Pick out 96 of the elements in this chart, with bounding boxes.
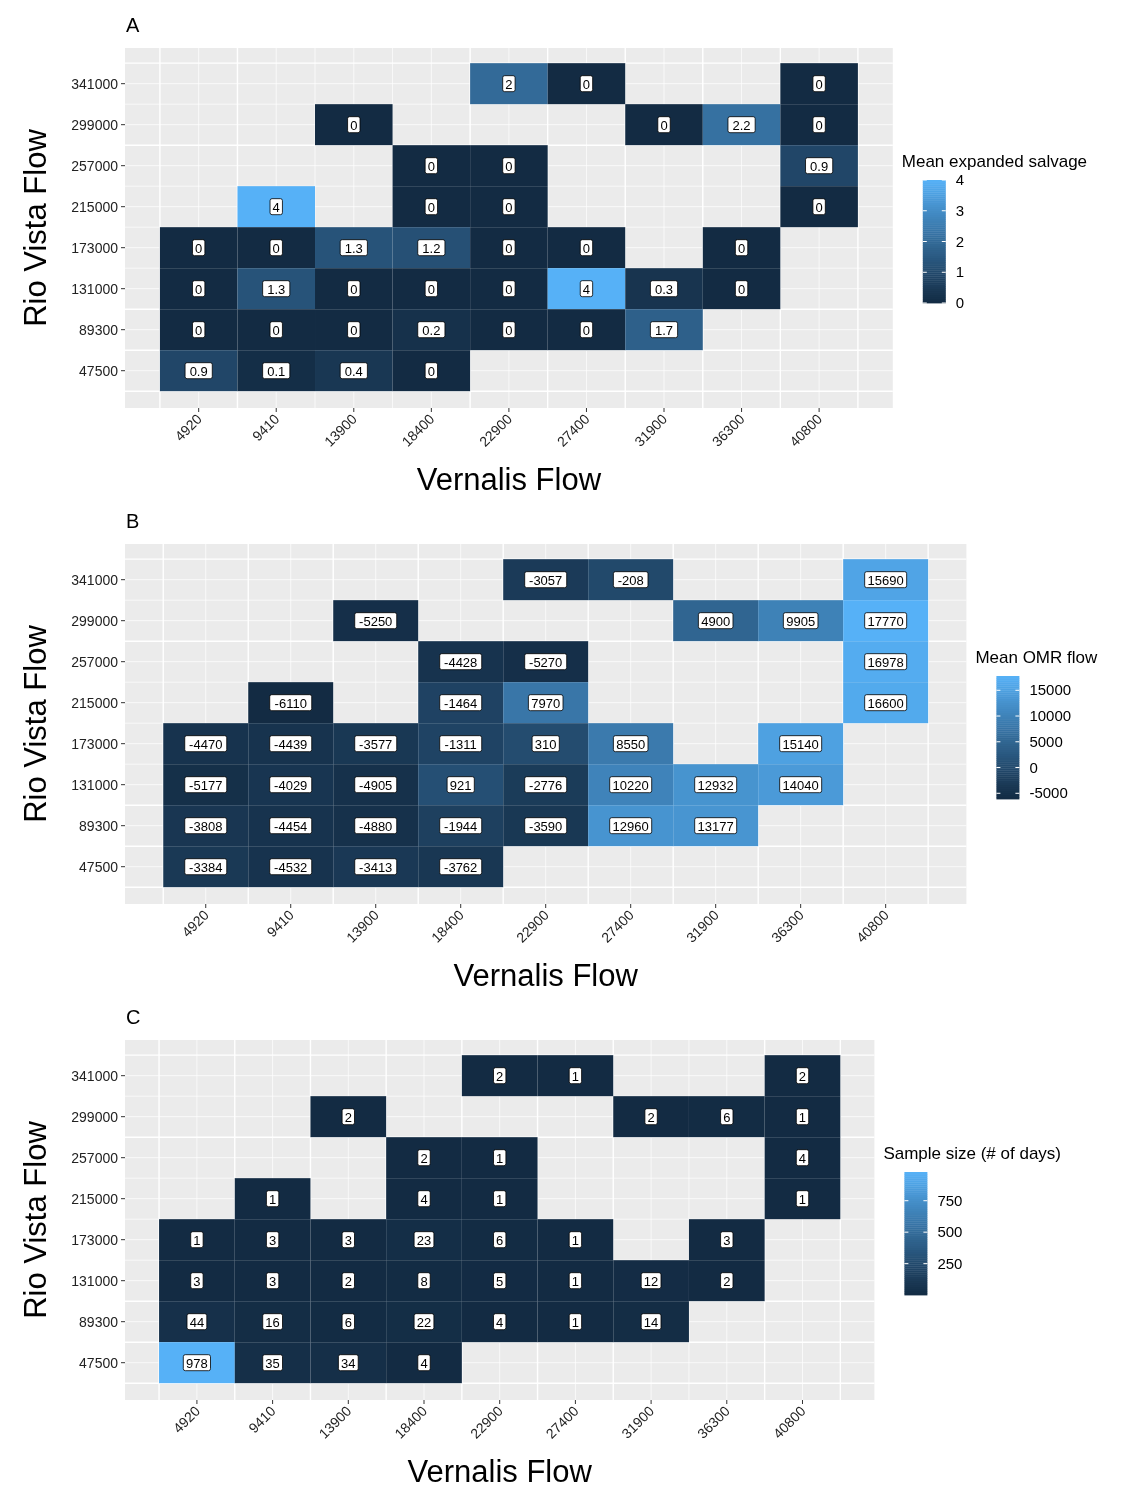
data-label: 10220: [612, 777, 649, 793]
color-bar-label: 5000: [1029, 732, 1063, 750]
y-tick-label: 257000: [71, 1149, 119, 1166]
data-label: 0.3: [654, 281, 674, 297]
data-label: 17770: [867, 613, 904, 629]
chart-title: A: [126, 14, 140, 36]
color-bar-title: Sample size (# of days): [883, 1144, 1062, 1163]
chart-title: B: [126, 510, 140, 532]
data-label: 15140: [782, 736, 819, 752]
y-tick-label: 89300: [79, 1313, 119, 1330]
x-axis-title: Vernalis Flow: [407, 1454, 593, 1489]
y-tick-label: 215000: [71, 694, 119, 711]
y-tick-label: 47500: [79, 1354, 119, 1371]
y-tick-label: 89300: [79, 321, 119, 338]
y-tick-label: 341000: [71, 1067, 119, 1084]
data-label: -4439: [274, 736, 308, 752]
data-label: 9905: [786, 613, 816, 629]
y-tick-label: 131000: [71, 776, 119, 793]
y-tick-label: 299000: [71, 116, 119, 133]
y-tick-label: 215000: [71, 198, 119, 215]
data-label: 16600: [867, 695, 904, 711]
data-label: 13177: [697, 818, 734, 834]
y-tick-label: 173000: [71, 1231, 119, 1248]
y-tick-label: 215000: [71, 1190, 119, 1207]
data-label: -4532: [274, 859, 308, 875]
data-label: 1.2: [422, 240, 441, 256]
color-bar-label: -5000: [1029, 784, 1068, 802]
color-bar-title: Mean expanded salvage: [901, 152, 1088, 171]
color-bar-label: 10000: [1029, 707, 1072, 725]
y-axis-title: Rio Vista Flow: [18, 128, 53, 327]
data-label: 0.4: [344, 363, 363, 379]
y-tick-label: 341000: [71, 75, 119, 92]
data-label: 1.3: [267, 281, 286, 297]
data-label: -6110: [274, 695, 307, 711]
data-label: -4428: [444, 654, 478, 670]
color-bar-label: 250: [937, 1254, 963, 1272]
y-tick-label: 257000: [71, 157, 119, 174]
color-bar-label: 3: [955, 201, 965, 219]
data-label: -4029: [274, 777, 308, 793]
data-label: -1944: [444, 818, 478, 834]
data-label: -5250: [359, 613, 393, 629]
data-label: 16978: [867, 654, 904, 670]
data-label: 0.2: [422, 322, 441, 338]
data-label: -5177: [189, 777, 223, 793]
data-label: 978: [186, 1355, 208, 1371]
data-label: 14040: [782, 777, 819, 793]
data-label: -4905: [359, 777, 393, 793]
y-tick-label: 131000: [71, 1272, 119, 1289]
y-tick-label: 47500: [79, 858, 119, 875]
color-bar-label: 1: [955, 263, 965, 281]
data-label: 0.9: [189, 363, 208, 379]
data-label: -1311: [444, 736, 477, 752]
color-bar-label: 15000: [1029, 681, 1072, 699]
x-axis-title: Vernalis Flow: [453, 958, 639, 993]
color-bar-label: 0: [955, 294, 965, 311]
color-bar-title: Mean OMR flow: [975, 648, 1098, 667]
data-label: -3808: [189, 818, 223, 834]
data-label: -4454: [274, 818, 308, 834]
y-tick-label: 89300: [79, 817, 119, 834]
data-label: 12960: [612, 818, 649, 834]
data-label: 1.7: [654, 322, 674, 338]
data-label: -3590: [529, 818, 563, 834]
data-label: 0.1: [267, 363, 286, 379]
data-label: -5270: [529, 654, 563, 670]
y-tick-label: 299000: [71, 1108, 119, 1125]
y-tick-label: 341000: [71, 571, 119, 588]
y-axis-title: Rio Vista Flow: [18, 1120, 53, 1319]
y-tick-label: 173000: [71, 239, 119, 256]
y-axis-title: Rio Vista Flow: [18, 624, 53, 823]
data-label: -3577: [359, 736, 393, 752]
data-label: -208: [617, 572, 644, 588]
x-axis-title: Vernalis Flow: [416, 462, 602, 497]
data-label: 0.9: [810, 158, 829, 174]
data-label: -3413: [359, 859, 393, 875]
data-label: 2.2: [732, 117, 751, 133]
color-bar-label: 4: [955, 171, 965, 188]
data-label: -2776: [529, 777, 563, 793]
y-tick-label: 47500: [79, 362, 119, 379]
y-tick-label: 173000: [71, 735, 119, 752]
data-label: 1.3: [344, 240, 363, 256]
data-label: 12932: [697, 777, 734, 793]
chart-title: C: [126, 1006, 141, 1028]
data-label: -4880: [359, 818, 393, 834]
color-bar-label: 750: [937, 1191, 963, 1209]
color-bar-label: 2: [955, 232, 965, 250]
y-tick-label: 299000: [71, 612, 119, 629]
data-label: -3384: [189, 859, 223, 875]
data-label: -4470: [189, 736, 223, 752]
y-tick-label: 257000: [71, 653, 119, 670]
color-bar-label: 0: [1029, 758, 1038, 776]
color-bar-label: 500: [937, 1223, 963, 1241]
data-label: -3762: [444, 859, 478, 875]
data-label: 15690: [867, 572, 904, 588]
y-tick-label: 131000: [71, 280, 119, 297]
data-label: -3057: [529, 572, 563, 588]
data-label: -1464: [444, 695, 478, 711]
